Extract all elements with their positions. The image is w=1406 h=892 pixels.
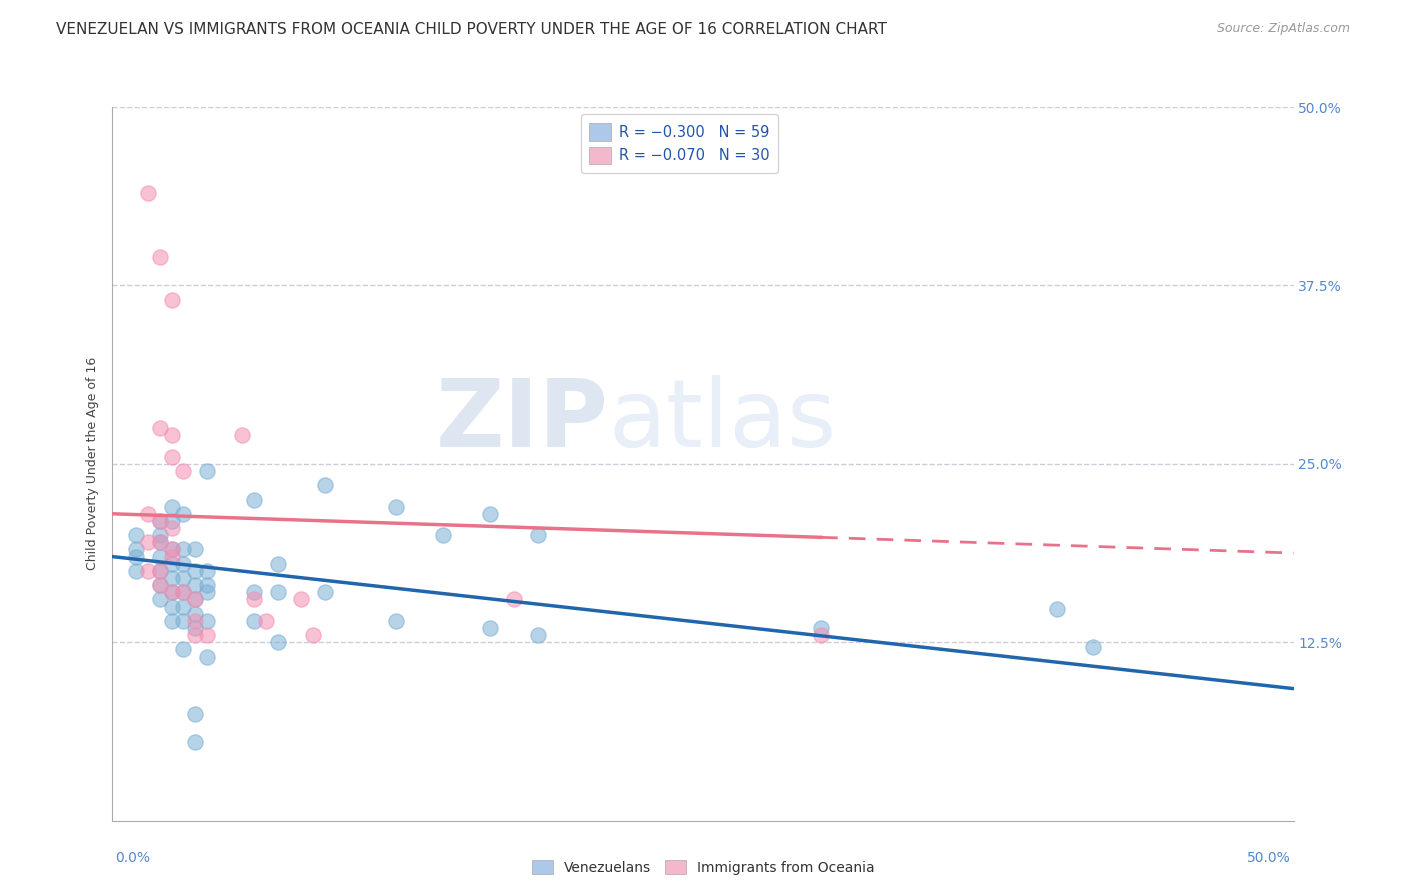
Point (136, 186, 159, 200)
Point (184, 706, 207, 721)
Point (172, 571, 194, 585)
Point (243, 492, 266, 507)
Point (160, 514, 183, 528)
Point (160, 557, 183, 571)
Text: Source: ZipAtlas.com: Source: ZipAtlas.com (1216, 22, 1350, 36)
Point (184, 621, 207, 635)
Point (184, 564, 207, 578)
Point (160, 428, 183, 442)
Point (243, 585, 266, 599)
Point (172, 542, 194, 557)
Point (149, 564, 172, 578)
Point (1046, 602, 1069, 616)
Legend: Venezuelans, Immigrants from Oceania: Venezuelans, Immigrants from Oceania (526, 855, 880, 880)
Point (160, 585, 183, 599)
Point (195, 464, 218, 478)
Point (149, 535, 172, 549)
Point (243, 614, 266, 628)
Point (254, 614, 277, 628)
Point (810, 628, 832, 642)
Point (149, 421, 172, 435)
Point (184, 592, 207, 607)
Point (149, 592, 172, 607)
Text: atlas: atlas (609, 375, 837, 467)
Point (160, 450, 183, 464)
Point (149, 528, 172, 542)
Point (136, 507, 159, 521)
Point (160, 293, 183, 307)
Point (160, 585, 183, 599)
Text: ZIP: ZIP (436, 375, 609, 467)
Point (125, 549, 148, 564)
Point (149, 535, 172, 549)
Point (172, 585, 194, 599)
Point (160, 542, 183, 557)
Text: 0.0%: 0.0% (115, 851, 150, 865)
Text: VENEZUELAN VS IMMIGRANTS FROM OCEANIA CHILD POVERTY UNDER THE AGE OF 16 CORRELAT: VENEZUELAN VS IMMIGRANTS FROM OCEANIA CH… (56, 22, 887, 37)
Point (172, 557, 194, 571)
Point (160, 521, 183, 535)
Point (149, 549, 172, 564)
Point (160, 500, 183, 514)
Point (314, 478, 336, 492)
Point (385, 500, 408, 514)
Point (184, 614, 207, 628)
Point (149, 578, 172, 592)
Point (314, 585, 336, 599)
Point (231, 428, 253, 442)
Point (479, 621, 502, 635)
Point (125, 564, 148, 578)
Point (810, 621, 832, 635)
Point (160, 542, 183, 557)
Point (172, 614, 194, 628)
Point (160, 599, 183, 614)
Point (195, 585, 218, 599)
Point (1081, 640, 1104, 654)
Point (302, 628, 325, 642)
Point (172, 642, 194, 657)
Point (172, 585, 194, 599)
Point (184, 578, 207, 592)
Point (267, 635, 290, 649)
Point (290, 592, 312, 607)
Point (526, 628, 548, 642)
Point (149, 514, 172, 528)
Point (526, 528, 548, 542)
Legend: R = −0.300   N = 59, R = −0.070   N = 30: R = −0.300 N = 59, R = −0.070 N = 30 (581, 114, 778, 173)
Point (195, 628, 218, 642)
Point (149, 564, 172, 578)
Point (195, 564, 218, 578)
Point (160, 571, 183, 585)
Point (184, 592, 207, 607)
Point (195, 578, 218, 592)
Point (125, 542, 148, 557)
Point (160, 614, 183, 628)
Point (149, 578, 172, 592)
Point (385, 614, 408, 628)
Point (195, 614, 218, 628)
Point (184, 607, 207, 621)
Point (149, 514, 172, 528)
Point (184, 735, 207, 749)
Point (125, 528, 148, 542)
Point (195, 649, 218, 664)
Point (136, 535, 159, 549)
Point (172, 599, 194, 614)
Point (267, 557, 290, 571)
Point (184, 542, 207, 557)
Point (479, 507, 502, 521)
Text: 50.0%: 50.0% (1247, 851, 1291, 865)
Point (172, 464, 194, 478)
Point (172, 507, 194, 521)
Point (184, 628, 207, 642)
Point (136, 564, 159, 578)
Point (503, 592, 526, 607)
Y-axis label: Child Poverty Under the Age of 16: Child Poverty Under the Age of 16 (86, 357, 100, 571)
Point (432, 528, 454, 542)
Point (160, 549, 183, 564)
Point (267, 585, 290, 599)
Point (149, 250, 172, 264)
Point (243, 592, 266, 607)
